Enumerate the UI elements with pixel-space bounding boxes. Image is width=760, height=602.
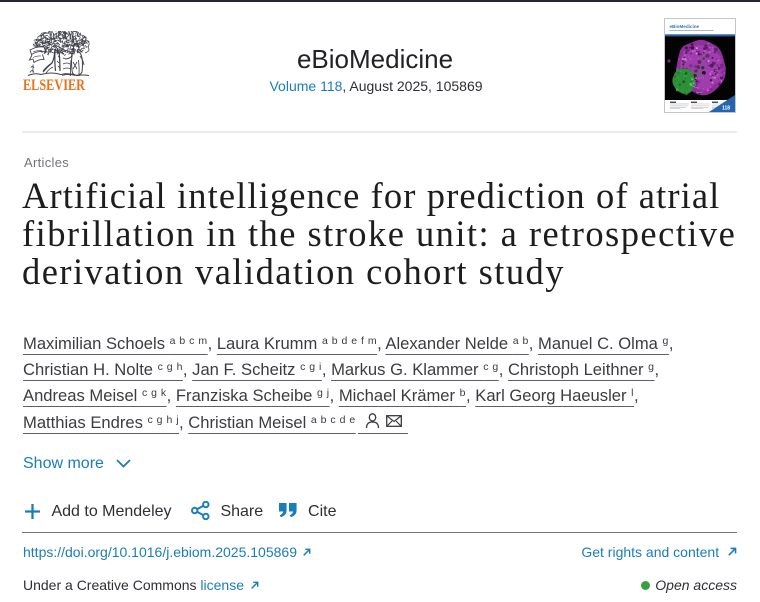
svg-text:ELSEVIER: ELSEVIER — [23, 77, 86, 93]
svg-text:eBioMedicine: eBioMedicine — [670, 24, 700, 29]
svg-text:118: 118 — [722, 106, 730, 112]
